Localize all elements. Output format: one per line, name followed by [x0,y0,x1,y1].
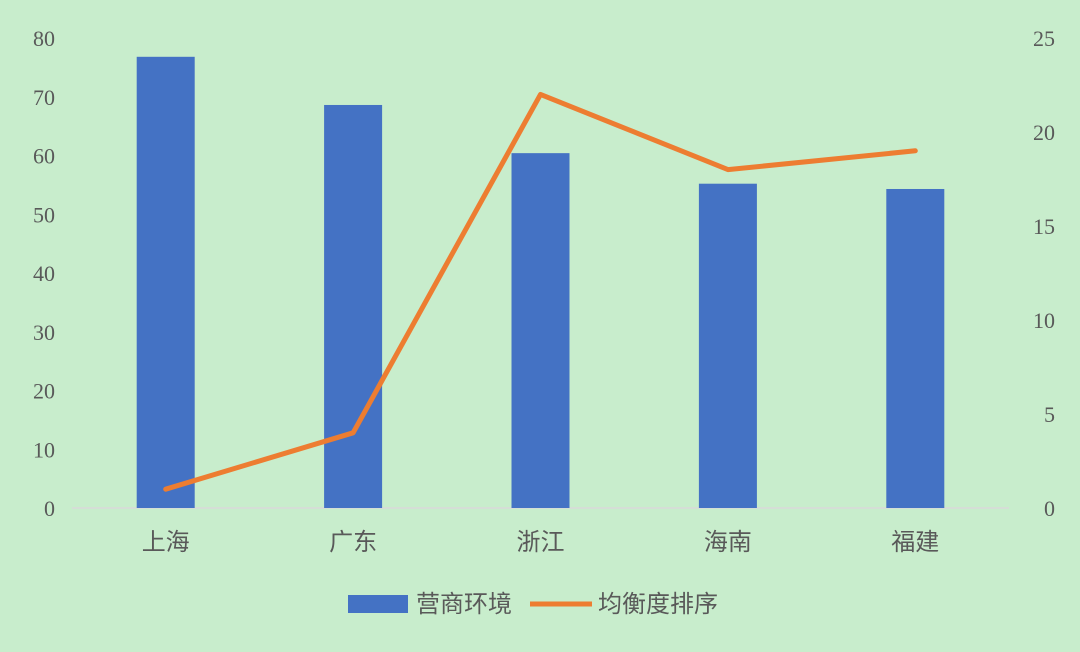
legend-label-bar: 营商环境 [416,591,512,618]
right-tick-label: 0 [1044,496,1055,521]
left-axis-ticks: 0 10 20 30 40 50 60 70 80 [33,26,55,521]
right-tick-label: 15 [1033,214,1055,239]
right-tick-label: 5 [1044,402,1055,427]
bar-福建 [886,188,945,509]
left-tick-label: 40 [33,261,55,286]
legend-label-line: 均衡度排序 [598,591,718,618]
left-tick-label: 50 [33,202,55,227]
bar-海南 [698,183,757,508]
category-labels: 上海 广东 浙江 海南 福建 [142,529,940,556]
category-label: 上海 [142,529,190,556]
left-tick-label: 80 [33,26,55,51]
category-label: 浙江 [517,529,565,556]
category-label: 广东 [329,529,377,556]
legend: 营商环境 均衡度排序 [348,591,718,618]
category-label: 海南 [704,529,752,556]
left-tick-label: 10 [33,437,55,462]
right-tick-label: 20 [1033,120,1055,145]
bar-浙江 [511,153,570,508]
bar-上海 [136,56,195,509]
left-tick-label: 60 [33,144,55,169]
right-tick-label: 10 [1033,308,1055,333]
category-label: 福建 [891,529,939,556]
bar-广东 [324,104,383,508]
right-axis-ticks: 0 5 10 15 20 25 [1033,26,1055,521]
left-tick-label: 0 [44,496,55,521]
legend-bar-swatch [348,595,408,613]
bar-series [136,56,945,509]
line-series [163,91,918,492]
right-tick-label: 25 [1033,26,1055,51]
left-tick-label: 70 [33,85,55,110]
left-tick-label: 30 [33,320,55,345]
left-tick-label: 20 [33,379,55,404]
